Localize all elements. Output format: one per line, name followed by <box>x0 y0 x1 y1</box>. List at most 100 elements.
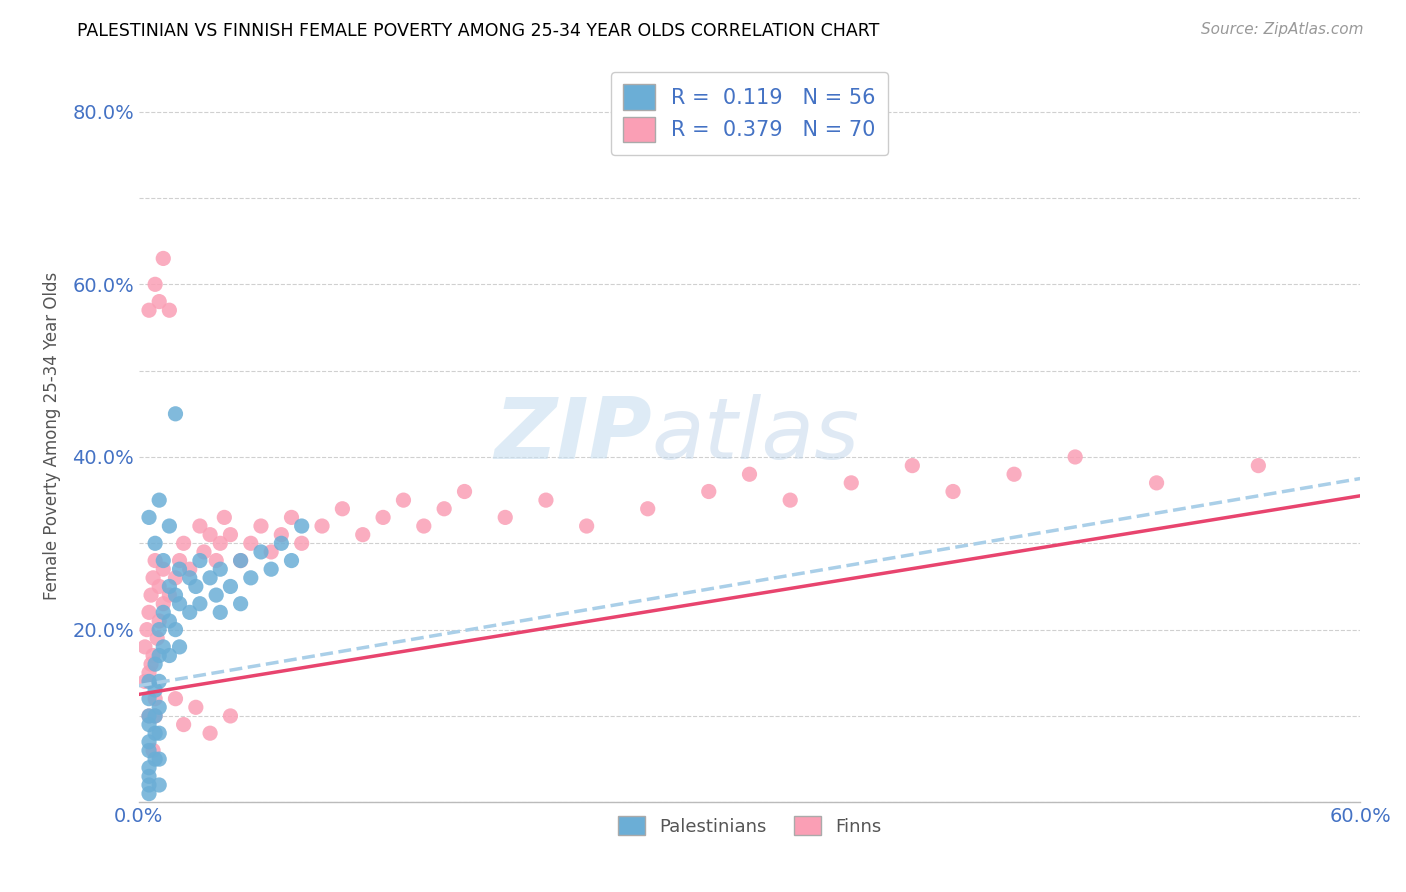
Point <box>134 674 156 689</box>
Point <box>229 553 252 567</box>
Point <box>148 614 170 628</box>
Point <box>205 553 228 567</box>
Point <box>214 510 236 524</box>
Point <box>138 778 160 792</box>
Point <box>839 475 862 490</box>
Point <box>146 632 169 646</box>
Point <box>148 623 170 637</box>
Point <box>173 536 195 550</box>
Point <box>148 778 170 792</box>
Point <box>165 588 187 602</box>
Point <box>138 674 160 689</box>
Point <box>219 579 242 593</box>
Point <box>352 527 374 541</box>
Point <box>143 536 166 550</box>
Point <box>157 303 180 318</box>
Point <box>148 294 170 309</box>
Point <box>148 674 170 689</box>
Point <box>148 493 170 508</box>
Point <box>1064 450 1087 464</box>
Point <box>250 519 273 533</box>
Point <box>138 709 160 723</box>
Point <box>143 691 166 706</box>
Point <box>143 752 166 766</box>
Point <box>142 571 165 585</box>
Point <box>188 553 211 567</box>
Point <box>143 553 166 567</box>
Point <box>143 683 166 698</box>
Point <box>188 597 211 611</box>
Point <box>152 597 174 611</box>
Point <box>697 484 720 499</box>
Point <box>173 717 195 731</box>
Point <box>280 510 302 524</box>
Point <box>138 709 160 723</box>
Point <box>138 303 160 318</box>
Point <box>239 571 262 585</box>
Point <box>165 691 187 706</box>
Point <box>148 648 170 663</box>
Point <box>152 553 174 567</box>
Point <box>157 588 180 602</box>
Point <box>260 562 283 576</box>
Point <box>494 510 516 524</box>
Point <box>198 571 221 585</box>
Point <box>1247 458 1270 473</box>
Point <box>148 726 170 740</box>
Point <box>157 579 180 593</box>
Point <box>143 709 166 723</box>
Point <box>392 493 415 508</box>
Point <box>209 605 232 619</box>
Point <box>138 717 160 731</box>
Point <box>138 605 160 619</box>
Point <box>169 562 191 576</box>
Point <box>169 553 191 567</box>
Point <box>179 571 201 585</box>
Point <box>152 562 174 576</box>
Point <box>138 787 160 801</box>
Point <box>209 562 232 576</box>
Point <box>143 709 166 723</box>
Point <box>1146 475 1168 490</box>
Point <box>136 623 159 637</box>
Point <box>134 640 156 654</box>
Point <box>138 691 160 706</box>
Point <box>152 640 174 654</box>
Point <box>270 536 292 550</box>
Point <box>169 640 191 654</box>
Point <box>575 519 598 533</box>
Point <box>148 752 170 766</box>
Point <box>219 709 242 723</box>
Point <box>332 501 354 516</box>
Point <box>148 579 170 593</box>
Point <box>412 519 434 533</box>
Point <box>637 501 659 516</box>
Point <box>143 657 166 672</box>
Y-axis label: Female Poverty Among 25-34 Year Olds: Female Poverty Among 25-34 Year Olds <box>44 271 60 599</box>
Point <box>142 648 165 663</box>
Point <box>138 761 160 775</box>
Point <box>198 726 221 740</box>
Point <box>139 657 162 672</box>
Point <box>138 769 160 783</box>
Point <box>138 743 160 757</box>
Point <box>198 527 221 541</box>
Point <box>139 588 162 602</box>
Point <box>219 527 242 541</box>
Point <box>229 553 252 567</box>
Point <box>193 545 215 559</box>
Point <box>184 700 207 714</box>
Point <box>165 571 187 585</box>
Point <box>142 743 165 757</box>
Text: PALESTINIAN VS FINNISH FEMALE POVERTY AMONG 25-34 YEAR OLDS CORRELATION CHART: PALESTINIAN VS FINNISH FEMALE POVERTY AM… <box>77 22 880 40</box>
Point <box>291 519 314 533</box>
Point <box>942 484 965 499</box>
Point <box>179 562 201 576</box>
Point <box>152 605 174 619</box>
Point <box>1002 467 1025 482</box>
Point <box>179 605 201 619</box>
Point <box>157 519 180 533</box>
Point <box>453 484 475 499</box>
Point <box>311 519 333 533</box>
Text: ZIP: ZIP <box>494 394 652 477</box>
